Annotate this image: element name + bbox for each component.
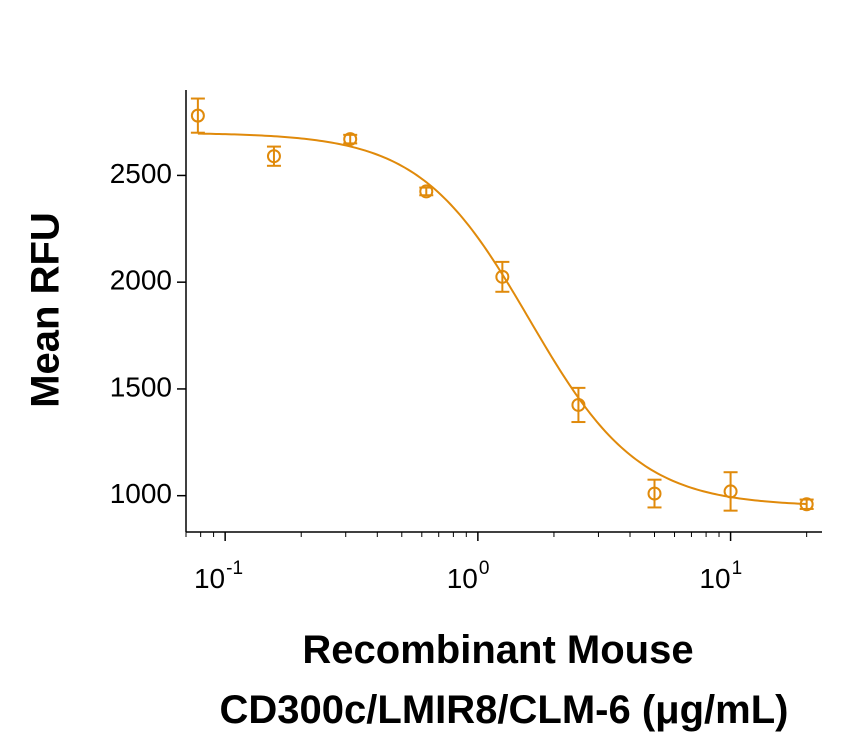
- fit-curve-group: [197, 132, 807, 505]
- data-marker: [343, 132, 358, 147]
- axes: [185, 90, 822, 533]
- x-axis-title-line1: Recombinant Mouse: [302, 628, 693, 672]
- data-point: [647, 478, 662, 509]
- data-point: [190, 97, 205, 134]
- data-marker: [495, 269, 510, 284]
- data-points-group: [190, 97, 814, 512]
- data-marker: [266, 149, 281, 164]
- data-point: [419, 184, 434, 199]
- data-marker: [419, 184, 434, 199]
- data-point: [723, 471, 738, 512]
- fit-curve: [197, 132, 807, 505]
- data-point: [799, 497, 814, 512]
- data-point: [266, 145, 281, 167]
- x-tick-exponent: 0: [479, 558, 490, 579]
- y-axis-title: Mean RFU: [24, 212, 68, 408]
- y-tick-label: 2000: [110, 265, 172, 296]
- data-point: [343, 132, 358, 147]
- x-tick-label: 10 -1: [194, 558, 243, 594]
- x-tick-base: 10: [447, 563, 478, 594]
- data-marker: [647, 486, 662, 501]
- data-marker: [723, 484, 738, 499]
- y-tick-label: 1000: [110, 478, 172, 509]
- x-axis-title-line2: CD300c/LMIR8/CLM-6 (μg/mL): [220, 688, 789, 732]
- y-tick-label: 2500: [110, 158, 172, 189]
- x-tick-exponent: 1: [732, 558, 743, 579]
- x-tick-label: 10 1: [699, 558, 742, 594]
- data-point: [571, 386, 586, 424]
- data-marker: [799, 497, 814, 512]
- x-tick-base: 10: [194, 563, 225, 594]
- y-tick-label: 1500: [110, 371, 172, 402]
- x-tick-base: 10: [699, 563, 730, 594]
- data-marker: [190, 108, 205, 123]
- data-marker: [571, 397, 586, 412]
- x-tick-exponent: -1: [226, 558, 243, 579]
- data-point: [495, 260, 510, 293]
- x-tick-label: 10 0: [447, 558, 490, 594]
